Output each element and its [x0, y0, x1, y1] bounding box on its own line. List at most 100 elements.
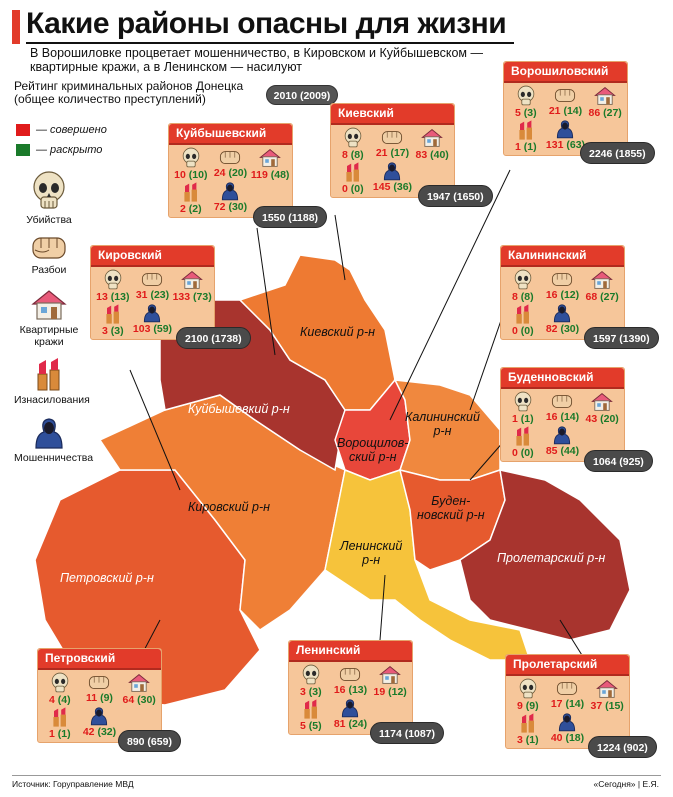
stat-committed: 3: [517, 734, 523, 746]
district-total-proletarsky: 1224 (902): [588, 736, 657, 758]
stat-rapes: 0 (0): [333, 161, 373, 195]
legend-committed-label: — совершено: [36, 124, 107, 136]
lipstick-icon: [37, 358, 60, 391]
stat-robberies: 11 (9): [80, 672, 120, 706]
stat-rapes: 0 (0): [503, 303, 543, 337]
fist-icon: [331, 664, 371, 684]
label-line: Калининский: [405, 410, 480, 424]
district-card-leninsky: Ленинский 3 (3) 16 (13) 19 (12) 5 (5) 81 (24): [288, 640, 413, 735]
skull-icon: [171, 147, 211, 169]
district-card-budennovsky: Буденновский 1 (1) 16 (14) 43 (20) 0 (0) 85 (…: [500, 367, 625, 462]
skull-icon: [508, 678, 548, 700]
district-total-kievsky: 1947 (1650): [418, 185, 493, 207]
category-label: Изнасилования: [14, 394, 90, 406]
district-stats: 13 (13) 31 (23) 133 (73) 3 (3) 103 (59): [91, 265, 214, 339]
lipstick-icon: [503, 425, 543, 447]
hoodie-icon: [133, 303, 173, 323]
green-swatch: [16, 144, 30, 156]
stat-murders: 1 (1): [503, 391, 543, 425]
stat-solved: (27): [603, 107, 622, 119]
district-stats: 3 (3) 16 (13) 19 (12) 5 (5) 81 (24): [289, 660, 412, 734]
stat-solved: (40): [430, 149, 449, 161]
red-swatch: [16, 124, 30, 136]
category-label: Квартирные кражи: [19, 324, 79, 348]
stat-frauds: 103 (59): [133, 303, 173, 337]
district-card-title: Буденновский: [501, 368, 624, 387]
stat-committed: 43: [585, 413, 598, 425]
category-label: Убийства: [26, 214, 72, 226]
district-stats: 8 (8) 21 (17) 83 (40) 0 (0) 145 (36): [331, 123, 454, 197]
skull-icon: [33, 171, 65, 209]
house-icon: [582, 269, 622, 291]
district-stats: 1 (1) 16 (14) 43 (20) 0 (0) 85 (44): [501, 387, 624, 461]
house-icon: [119, 672, 159, 694]
stat-solved: (30): [560, 323, 580, 335]
stat-solved: (17): [390, 147, 410, 159]
hoodie-icon: [543, 303, 583, 323]
fist-icon: [373, 127, 413, 147]
stat-solved: (32): [97, 726, 117, 738]
district-stats: 10 (10) 24 (20) 119 (48) 2 (2) 72 (30): [169, 143, 292, 217]
stat-solved: (4): [57, 694, 71, 706]
stat-committed: 9: [517, 700, 523, 712]
leader-lines: [129, 169, 591, 669]
fist-icon: [548, 678, 588, 698]
label-line: р-н: [433, 424, 452, 438]
stat-committed: 1: [512, 413, 518, 425]
stat-robberies: 24 (20): [211, 147, 251, 181]
stat-committed: 68: [585, 291, 598, 303]
legend-solved-label: — раскрыто: [36, 144, 103, 156]
stat-solved: (9): [100, 692, 113, 704]
fist-icon: [80, 672, 120, 692]
fist-icon: [32, 237, 66, 259]
district-card-kievsky: Киевский 8 (8) 21 (17) 83 (40) 0 (0) 145 (36): [330, 103, 455, 198]
lipstick-icon: [291, 698, 331, 720]
stat-solved: (14): [560, 411, 580, 423]
lipstick-icon: [333, 161, 373, 183]
fist-icon: [133, 269, 173, 289]
stat-committed: 40: [550, 732, 563, 744]
hoodie-icon: [331, 698, 371, 718]
stat-committed: 1: [515, 141, 521, 153]
category-thefts: Квартирные кражи: [14, 288, 84, 348]
stat-solved: (48): [270, 169, 290, 181]
stat-committed: 64: [122, 694, 135, 706]
stat-committed: 0: [512, 325, 518, 337]
stat-committed: 1: [49, 728, 55, 740]
stat-committed: 85: [545, 445, 558, 457]
lipstick-icon: [506, 119, 546, 141]
district-total-kuibyshevsky: 1550 (1188): [253, 206, 328, 228]
rating-label: Рейтинг криминальных районов Донецка (об…: [14, 79, 244, 106]
stat-committed: 72: [213, 201, 226, 213]
legend-solved: — раскрыто: [16, 144, 102, 156]
district-card-title: Ленинский: [289, 641, 412, 660]
district-card-voroshilovsky: Ворошиловский 5 (3) 21 (14) 86 (27) 1 (1) 131…: [503, 61, 628, 156]
stat-solved: (23): [150, 289, 170, 301]
stat-thefts: 86 (27): [585, 85, 625, 119]
stat-committed: 31: [135, 289, 148, 301]
district-stats: 5 (3) 21 (14) 86 (27) 1 (1) 131 (63): [504, 81, 627, 155]
map-label-leninsky: Ленинский р-н: [340, 539, 402, 567]
lipstick-icon: [503, 303, 543, 325]
stat-solved: (18): [565, 732, 585, 744]
district-card-title: Куйбышевский: [169, 124, 292, 143]
stat-frauds: 42 (32): [80, 706, 120, 740]
stat-rapes: 2 (2): [171, 181, 211, 215]
stat-committed: 119: [250, 169, 268, 181]
stat-rapes: 1 (1): [506, 119, 546, 153]
stat-committed: 81: [333, 718, 346, 730]
page-title: Какие районы опасны для жизни: [26, 7, 507, 40]
district-stats: 8 (8) 16 (12) 68 (27) 0 (0) 82 (30): [501, 265, 624, 339]
stat-frauds: 131 (63): [546, 119, 586, 153]
stat-murders: 10 (10): [171, 147, 211, 181]
fist-icon: [211, 147, 251, 167]
stat-committed: 145: [372, 181, 391, 193]
map-label-voroshilovsky: Ворощилов- ский р-н: [337, 436, 408, 464]
stat-solved: (73): [193, 291, 212, 303]
stat-frauds: 72 (30): [211, 181, 251, 215]
stat-committed: 17: [550, 698, 563, 710]
stat-committed: 10: [174, 169, 186, 181]
stat-rapes: 3 (3): [93, 303, 133, 337]
stat-committed: 21: [375, 147, 388, 159]
stat-solved: (13): [348, 684, 368, 696]
